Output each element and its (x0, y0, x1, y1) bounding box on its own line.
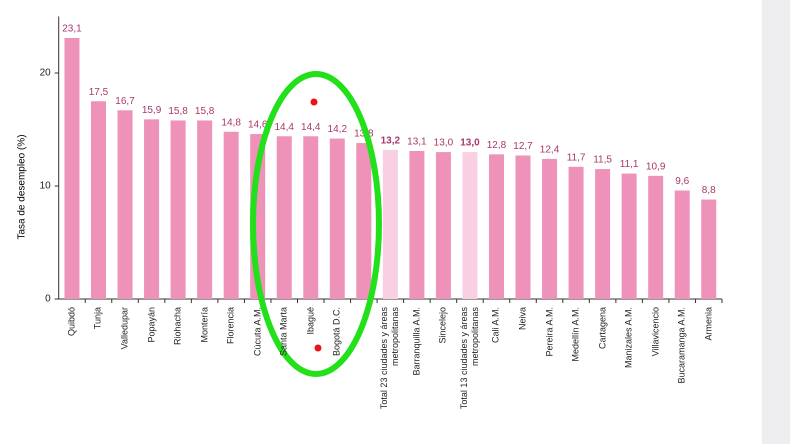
x-tick-label: Villavicencio (650, 307, 661, 357)
value-label: 14,8 (221, 117, 241, 128)
value-label: 11,7 (567, 152, 586, 163)
value-label: 23,1 (62, 24, 82, 35)
x-tick-label: Tunja (92, 307, 103, 330)
bar (488, 154, 504, 299)
bar (329, 138, 345, 299)
y-tick-label: 10 (40, 181, 52, 192)
x-tick-label: Santa Marta (278, 307, 289, 357)
bar (515, 155, 531, 299)
red-dot (310, 98, 318, 106)
bar (595, 169, 611, 299)
bar (568, 166, 584, 299)
red-dot (314, 344, 322, 352)
x-tick-label: Armenia (703, 307, 714, 341)
value-label: 15,9 (142, 105, 162, 116)
bar (462, 152, 478, 299)
x-tick-label: Neiva (517, 307, 528, 331)
side-panel (762, 0, 790, 444)
value-label: 15,8 (168, 106, 188, 117)
value-label: 12,4 (540, 145, 560, 156)
bar (144, 119, 160, 299)
value-label: 13,2 (381, 135, 401, 146)
value-label: 13,0 (434, 138, 454, 149)
x-tick-label: Quibdó (66, 307, 77, 337)
bar (701, 199, 717, 299)
bar (648, 175, 664, 299)
bar (542, 158, 558, 299)
x-tick-label: Total 13 ciudades y áreas metropolitanas (458, 307, 480, 410)
y-tick-label: 20 (40, 68, 52, 79)
bar (356, 143, 372, 299)
bar (674, 190, 690, 299)
value-label: 9,6 (675, 176, 689, 187)
value-label: 11,1 (620, 159, 639, 170)
bar (621, 173, 637, 299)
value-label: 14,4 (301, 122, 321, 133)
value-label: 17,5 (89, 87, 109, 98)
bar (435, 152, 451, 299)
x-tick-label: Cúcuta A.M. (252, 307, 263, 357)
x-tick-label: Sincelejo (437, 307, 448, 344)
bar (382, 149, 398, 299)
value-label: 11,5 (593, 155, 612, 166)
x-tick-label: Manizales A.M. (623, 307, 634, 369)
value-label: 8,8 (702, 185, 716, 196)
value-label: 12,7 (513, 141, 533, 152)
value-label: 10,9 (646, 161, 666, 172)
x-tick-label: Medellín A.M. (570, 307, 581, 362)
x-tick-label: Bucaramanga A.M. (676, 307, 687, 384)
x-tick-label: Barranquilla A.M. (411, 307, 422, 376)
bar (197, 120, 213, 300)
value-label: 13,0 (460, 138, 480, 149)
value-label: 14,6 (248, 120, 268, 131)
value-label: 16,7 (115, 96, 135, 107)
x-tick-label: Cali A.M. (490, 307, 501, 344)
x-tick-label: Riohacha (172, 307, 183, 346)
y-axis-label: Tasa de desempleo (%) (17, 134, 28, 239)
value-label: 13,1 (407, 137, 427, 148)
x-tick-label: Montería (199, 307, 210, 343)
value-label: 14,4 (274, 122, 294, 133)
bar (223, 131, 239, 299)
bar (117, 110, 133, 299)
bar (64, 37, 80, 299)
x-tick-label: Valledupar (119, 307, 130, 350)
x-tick-label: Popayán (146, 307, 157, 343)
x-tick-label: Total 23 ciudades y áreas metropolitanas (379, 307, 401, 410)
value-label: 12,8 (487, 140, 507, 151)
bar (170, 120, 186, 300)
x-tick-label: Bogotá D.C. (331, 307, 342, 357)
y-tick-label: 0 (45, 294, 51, 305)
highlight-ellipse (250, 71, 382, 377)
x-tick-label: Pereira A.M. (544, 307, 555, 357)
bar (276, 136, 292, 299)
bar (90, 101, 106, 299)
x-tick-label: Ibagué (305, 307, 316, 335)
bar (303, 136, 319, 299)
value-label: 14,2 (328, 124, 348, 135)
bar (409, 150, 425, 299)
x-tick-label: Florencia (225, 307, 236, 345)
value-label: 15,8 (195, 106, 215, 117)
x-tick-label: Cartagena (597, 307, 608, 350)
